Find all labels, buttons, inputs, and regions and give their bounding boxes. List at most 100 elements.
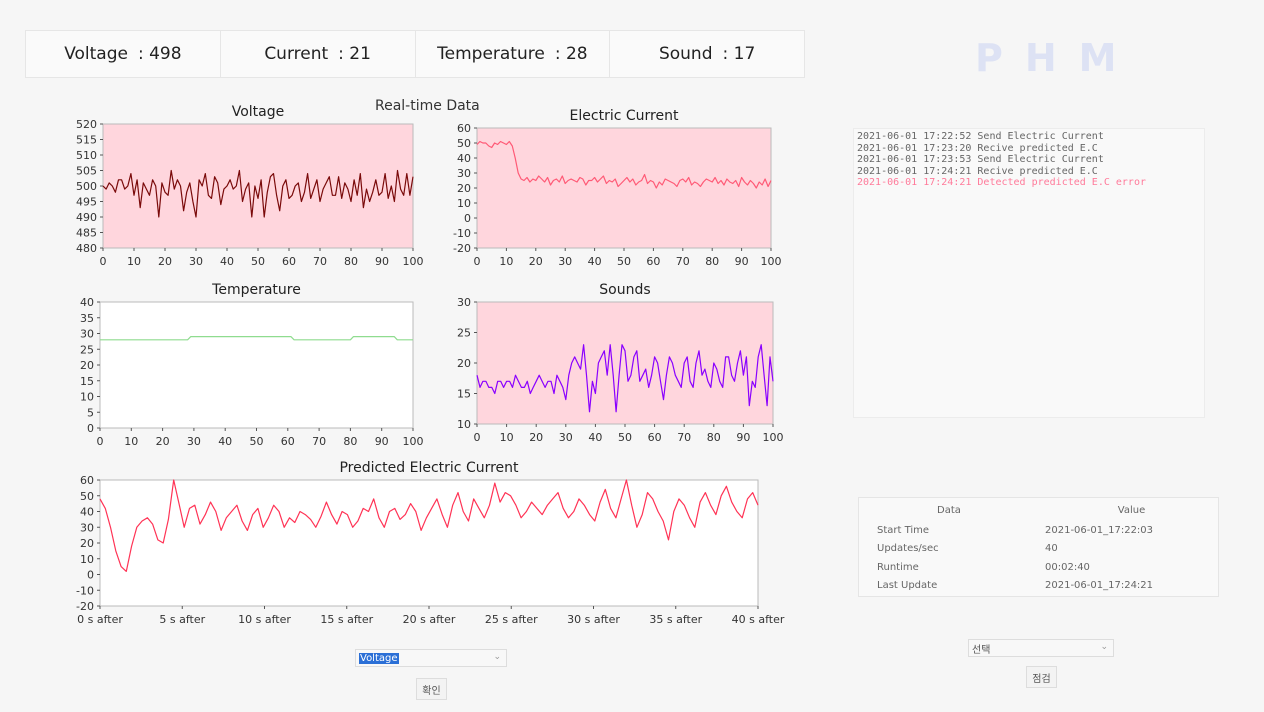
x-tick-label: 35 s after xyxy=(649,613,702,626)
y-tick-label: 10 xyxy=(457,418,471,431)
y-tick-label: 60 xyxy=(457,122,471,135)
info-table-header: Data Value xyxy=(859,498,1218,521)
log-entry: 2021-06-01 17:23:53 Send Electric Curren… xyxy=(857,154,1104,165)
series-line xyxy=(99,479,759,573)
temperature-readout: Temperature : 28 xyxy=(416,31,611,77)
app-title: PHM xyxy=(975,36,1139,80)
y-tick-label: 30 xyxy=(457,167,471,180)
y-tick-label: 515 xyxy=(76,134,97,147)
log-entry: 2021-06-01 17:24:21 Detected predicted E… xyxy=(857,177,1146,188)
x-tick-label: 20 xyxy=(529,255,543,268)
predicted-current-chart: Predicted Electric Current -20 -10 0 10 20 30 4… xyxy=(76,460,785,626)
sensor-select[interactable]: Voltage ⌄ xyxy=(355,649,507,667)
voltage-chart: Voltage 480 485 490 495 500 505 510 515 520 0 10 20 3… xyxy=(76,104,424,268)
y-tick-label: 0 xyxy=(87,569,94,582)
x-tick-label: 25 s after xyxy=(485,613,538,626)
info-row-value: 2021-06-01_17:24:21 xyxy=(1045,580,1154,592)
log-entry: 2021-06-01 17:24:21 Recive predicted E.C xyxy=(857,165,1098,177)
x-tick-label: 100 xyxy=(403,255,424,268)
inspect-select[interactable]: 선택 ⌄ xyxy=(968,639,1114,657)
info-row-label: Runtime xyxy=(877,561,919,573)
run-info-table: Data Value Start Time 2021-06-01_17:22:03… xyxy=(858,497,1219,597)
x-tick-label: 10 xyxy=(127,255,141,268)
y-tick-label: 40 xyxy=(80,506,94,519)
x-tick-label: 60 xyxy=(646,255,660,268)
info-row: Start Time 2021-06-01_17:22:03 xyxy=(859,521,1218,540)
y-tick-label: 0 xyxy=(464,212,471,225)
plot-area xyxy=(99,301,414,429)
x-tick-label: 50 xyxy=(618,431,632,444)
info-row-value: 00:02:40 xyxy=(1045,561,1090,573)
series-line xyxy=(102,169,414,218)
y-tick-label: 500 xyxy=(76,180,97,193)
x-tick-label: 60 xyxy=(281,435,295,448)
chart-title: Electric Current xyxy=(570,108,679,124)
y-tick-label: 10 xyxy=(80,391,94,404)
y-tick-label: 50 xyxy=(457,137,471,150)
x-tick-label: 30 xyxy=(558,255,572,268)
temperature-value: : 28 xyxy=(554,44,588,64)
confirm-button[interactable]: 확인 xyxy=(416,678,447,700)
y-tick-label: 25 xyxy=(457,327,471,340)
y-tick-label: 480 xyxy=(76,242,97,255)
plot-area xyxy=(102,123,414,249)
y-tick-label: -10 xyxy=(76,584,94,597)
x-tick-label: 70 xyxy=(313,255,327,268)
info-row-value: 40 xyxy=(1045,543,1058,555)
x-tick-label: 0 xyxy=(100,255,107,268)
chart-title: Sounds xyxy=(599,282,650,298)
event-log[interactable]: 2021-06-01 17:22:52 Send Electric Curren… xyxy=(853,128,1205,418)
y-tick-label: 505 xyxy=(76,165,97,178)
series-line xyxy=(476,140,772,189)
voltage-value: : 498 xyxy=(137,44,182,64)
x-tick-label: 40 xyxy=(588,255,602,268)
current-readout: Current: 21 xyxy=(221,31,416,77)
y-tick-label: 30 xyxy=(80,328,94,341)
x-tick-label: 40 xyxy=(220,255,234,268)
info-col-value: Value xyxy=(1117,505,1146,516)
y-tick-label: 50 xyxy=(80,490,94,503)
x-tick-label: 60 xyxy=(648,431,662,444)
x-tick-label: 40 xyxy=(588,431,602,444)
chart-title: Voltage xyxy=(232,104,285,120)
electric-current-chart: Electric Current -20 -10 0 10 20 30 40 50 60 0 10 20… xyxy=(453,108,781,268)
x-tick-label: 0 s after xyxy=(77,613,123,626)
inspect-select-value: 선택 xyxy=(972,644,991,656)
x-tick-label: 20 xyxy=(529,431,543,444)
x-tick-label: 30 xyxy=(189,255,203,268)
temperature-label: Temperature xyxy=(437,44,545,64)
sensor-select-value: Voltage xyxy=(359,652,399,664)
section-title: Real-time Data xyxy=(375,98,480,114)
chevron-down-icon: ⌄ xyxy=(1100,642,1108,652)
inspect-button[interactable]: 점검 xyxy=(1026,666,1057,688)
x-tick-label: 40 s after xyxy=(732,613,785,626)
info-row-label: Last Update xyxy=(877,580,938,592)
x-tick-label: 80 xyxy=(344,255,358,268)
chevron-down-icon: ⌄ xyxy=(493,652,501,662)
x-tick-label: 90 xyxy=(375,255,389,268)
info-row: Updates/sec 40 xyxy=(859,540,1218,559)
y-tick-label: 35 xyxy=(80,312,94,325)
x-tick-label: 15 s after xyxy=(320,613,373,626)
x-tick-label: 90 xyxy=(735,255,749,268)
y-tick-label: 25 xyxy=(80,343,94,356)
x-tick-label: 50 xyxy=(251,255,265,268)
x-tick-label: 100 xyxy=(763,431,784,444)
x-tick-label: 90 xyxy=(375,435,389,448)
y-tick-label: 520 xyxy=(76,118,97,131)
y-tick-label: 485 xyxy=(76,227,97,240)
y-tick-label: -20 xyxy=(76,600,94,613)
log-entry: 2021-06-01 17:23:20 Recive predicted E.C xyxy=(857,142,1098,154)
x-tick-label: 100 xyxy=(403,435,424,448)
sound-value: : 17 xyxy=(722,44,756,64)
x-tick-label: 0 xyxy=(474,431,481,444)
y-tick-label: 20 xyxy=(457,182,471,195)
x-tick-label: 60 xyxy=(282,255,296,268)
x-tick-label: 50 xyxy=(250,435,264,448)
info-row-value: 2021-06-01_17:22:03 xyxy=(1045,524,1154,536)
y-tick-label: 40 xyxy=(80,296,94,309)
x-tick-label: 70 xyxy=(676,255,690,268)
y-tick-label: 490 xyxy=(76,211,97,224)
current-value: : 21 xyxy=(338,44,371,64)
plot-area xyxy=(476,301,774,425)
